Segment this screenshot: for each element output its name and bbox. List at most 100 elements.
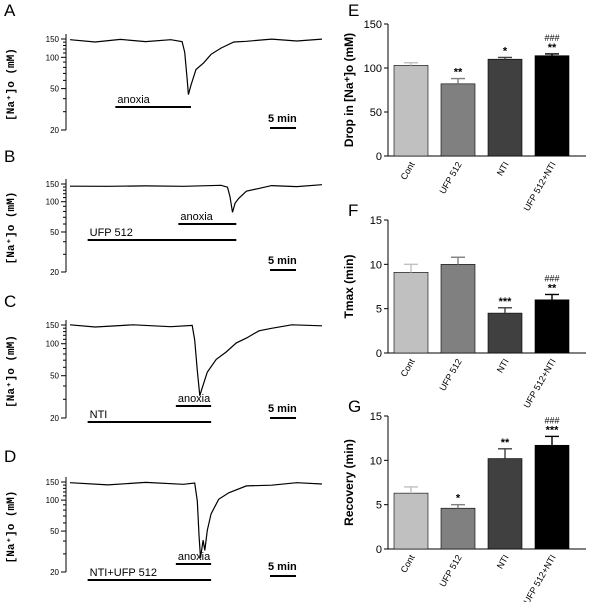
trace-panel-a: A [Na⁺]o (mM) 150 100 50 20 anoxia 5 min bbox=[4, 1, 323, 135]
tick-label: 150 bbox=[46, 180, 60, 189]
y-tick-label: 5 bbox=[376, 500, 382, 512]
trace-panel-c: C [Na⁺]o (mM) 150 100 50 20 NTI anoxia 5 min bbox=[4, 292, 323, 423]
y-tick-label: 10 bbox=[370, 455, 382, 467]
scale-label: 5 min bbox=[268, 113, 297, 125]
na-trace bbox=[69, 184, 323, 213]
y-tick-label: 15 bbox=[370, 215, 382, 227]
tick-label: 150 bbox=[46, 35, 60, 44]
significance-mark: ** bbox=[548, 42, 557, 54]
significance-mark: * bbox=[503, 45, 508, 57]
y-tick-label: 150 bbox=[364, 19, 382, 31]
category-label: Cont bbox=[399, 553, 417, 575]
tick-label: 100 bbox=[46, 53, 60, 62]
significance-mark: ** bbox=[548, 282, 557, 294]
trace-panels: A [Na⁺]o (mM) 150 100 50 20 anoxia 5 min B [Na⁺]o… bbox=[4, 1, 323, 581]
bar bbox=[487, 58, 523, 157]
bar bbox=[487, 312, 523, 354]
treatment-label: anoxia bbox=[117, 94, 150, 106]
panel-letter: F bbox=[348, 201, 358, 220]
y-tick-label: 100 bbox=[364, 63, 382, 75]
treatment-label: NTI+UFP 512 bbox=[90, 567, 157, 579]
tick-label: 50 bbox=[50, 85, 59, 94]
treatment-label: anoxia bbox=[180, 211, 213, 223]
significance-mark: *** bbox=[546, 424, 560, 436]
category-label: Cont bbox=[399, 357, 417, 379]
bar bbox=[534, 55, 570, 157]
bar-panel-g: G 0 5 10 15 Recovery (min) Cont * UFP 512 ** NTI **… bbox=[342, 397, 586, 602]
y-axis-label: Recovery (min) bbox=[342, 439, 356, 526]
na-trace bbox=[69, 324, 323, 396]
y-axis-label: Drop in [Na⁺]o (mM) bbox=[342, 33, 356, 147]
y-tick-label: 0 bbox=[376, 348, 382, 360]
scale-label: 5 min bbox=[268, 561, 297, 573]
tick-label: 20 bbox=[50, 414, 59, 423]
significance-mark: ** bbox=[454, 67, 463, 79]
tick-label: 20 bbox=[50, 126, 59, 135]
panel-letter: B bbox=[4, 147, 15, 166]
y-tick-label: 5 bbox=[376, 304, 382, 316]
category-label: NTI bbox=[495, 553, 511, 571]
tick-label: 20 bbox=[50, 268, 59, 277]
y-axis-label: [Na⁺]o (mM) bbox=[6, 335, 18, 408]
y-axis-label: Tmax (min) bbox=[342, 254, 356, 318]
tick-label: 100 bbox=[46, 340, 60, 349]
y-tick-label: 0 bbox=[376, 151, 382, 163]
treatment-label: NTI bbox=[90, 409, 108, 421]
tick-label: 150 bbox=[46, 321, 60, 330]
treatment-label: UFP 512 bbox=[90, 227, 133, 239]
y-axis-label: [Na⁺]o (mM) bbox=[6, 491, 18, 564]
tick-label: 20 bbox=[50, 568, 59, 577]
y-tick-label: 10 bbox=[370, 259, 382, 271]
category-label: UFP 512+NTI bbox=[522, 553, 558, 602]
y-axis-label: [Na⁺]o (mM) bbox=[6, 192, 18, 265]
significance-mark-2: ### bbox=[544, 415, 559, 425]
y-axis-label: [Na⁺]o (mM) bbox=[6, 48, 18, 121]
bar bbox=[393, 272, 429, 354]
scale-label: 5 min bbox=[268, 255, 297, 267]
bar bbox=[393, 65, 429, 157]
bar bbox=[487, 458, 523, 550]
category-label: UFP 512+NTI bbox=[522, 357, 558, 410]
bar bbox=[534, 444, 570, 550]
tick-label: 50 bbox=[50, 527, 59, 536]
treatment-label: anoxia bbox=[178, 551, 211, 563]
na-trace bbox=[69, 481, 323, 558]
bar bbox=[393, 492, 429, 550]
panel-letter: G bbox=[348, 397, 361, 416]
bar-panel-f: F 0 5 10 15 Tmax (min) Cont UFP 512 *** NTI **### U… bbox=[342, 201, 586, 410]
na-trace bbox=[69, 38, 323, 95]
bar-panel-e: E 0 50 100 150 Drop in [Na⁺]o (mM) Cont ** UFP 5… bbox=[342, 1, 586, 213]
category-label: NTI bbox=[495, 160, 511, 178]
significance-mark: ** bbox=[501, 437, 510, 449]
panel-letter: E bbox=[348, 1, 359, 20]
bar bbox=[440, 83, 476, 157]
panel-letter: A bbox=[4, 1, 16, 20]
category-label: UFP 512 bbox=[437, 160, 463, 196]
tick-label: 50 bbox=[50, 228, 59, 237]
category-label: UFP 512 bbox=[437, 553, 463, 589]
category-label: NTI bbox=[495, 357, 511, 375]
significance-mark: *** bbox=[499, 296, 513, 308]
scale-label: 5 min bbox=[268, 403, 297, 415]
y-tick-label: 15 bbox=[370, 411, 382, 423]
category-label: UFP 512+NTI bbox=[522, 160, 558, 213]
y-tick-label: 0 bbox=[376, 544, 382, 556]
y-tick-label: 50 bbox=[370, 107, 382, 119]
significance-mark: * bbox=[456, 493, 461, 505]
panel-letter: D bbox=[4, 447, 16, 466]
category-label: Cont bbox=[399, 160, 417, 182]
bar bbox=[440, 507, 476, 550]
tick-label: 100 bbox=[46, 496, 60, 505]
tick-label: 50 bbox=[50, 372, 59, 381]
panel-letter: C bbox=[4, 292, 16, 311]
category-label: UFP 512 bbox=[437, 357, 463, 393]
significance-mark-2: ### bbox=[544, 273, 559, 283]
treatment-label: anoxia bbox=[178, 393, 211, 405]
tick-label: 150 bbox=[46, 478, 60, 487]
trace-panel-d: D [Na⁺]o (mM) 150 100 50 20 NTI+UFP 512 anoxia 5… bbox=[4, 447, 323, 581]
tick-label: 100 bbox=[46, 198, 60, 207]
bar bbox=[440, 264, 476, 354]
bar bbox=[534, 299, 570, 354]
